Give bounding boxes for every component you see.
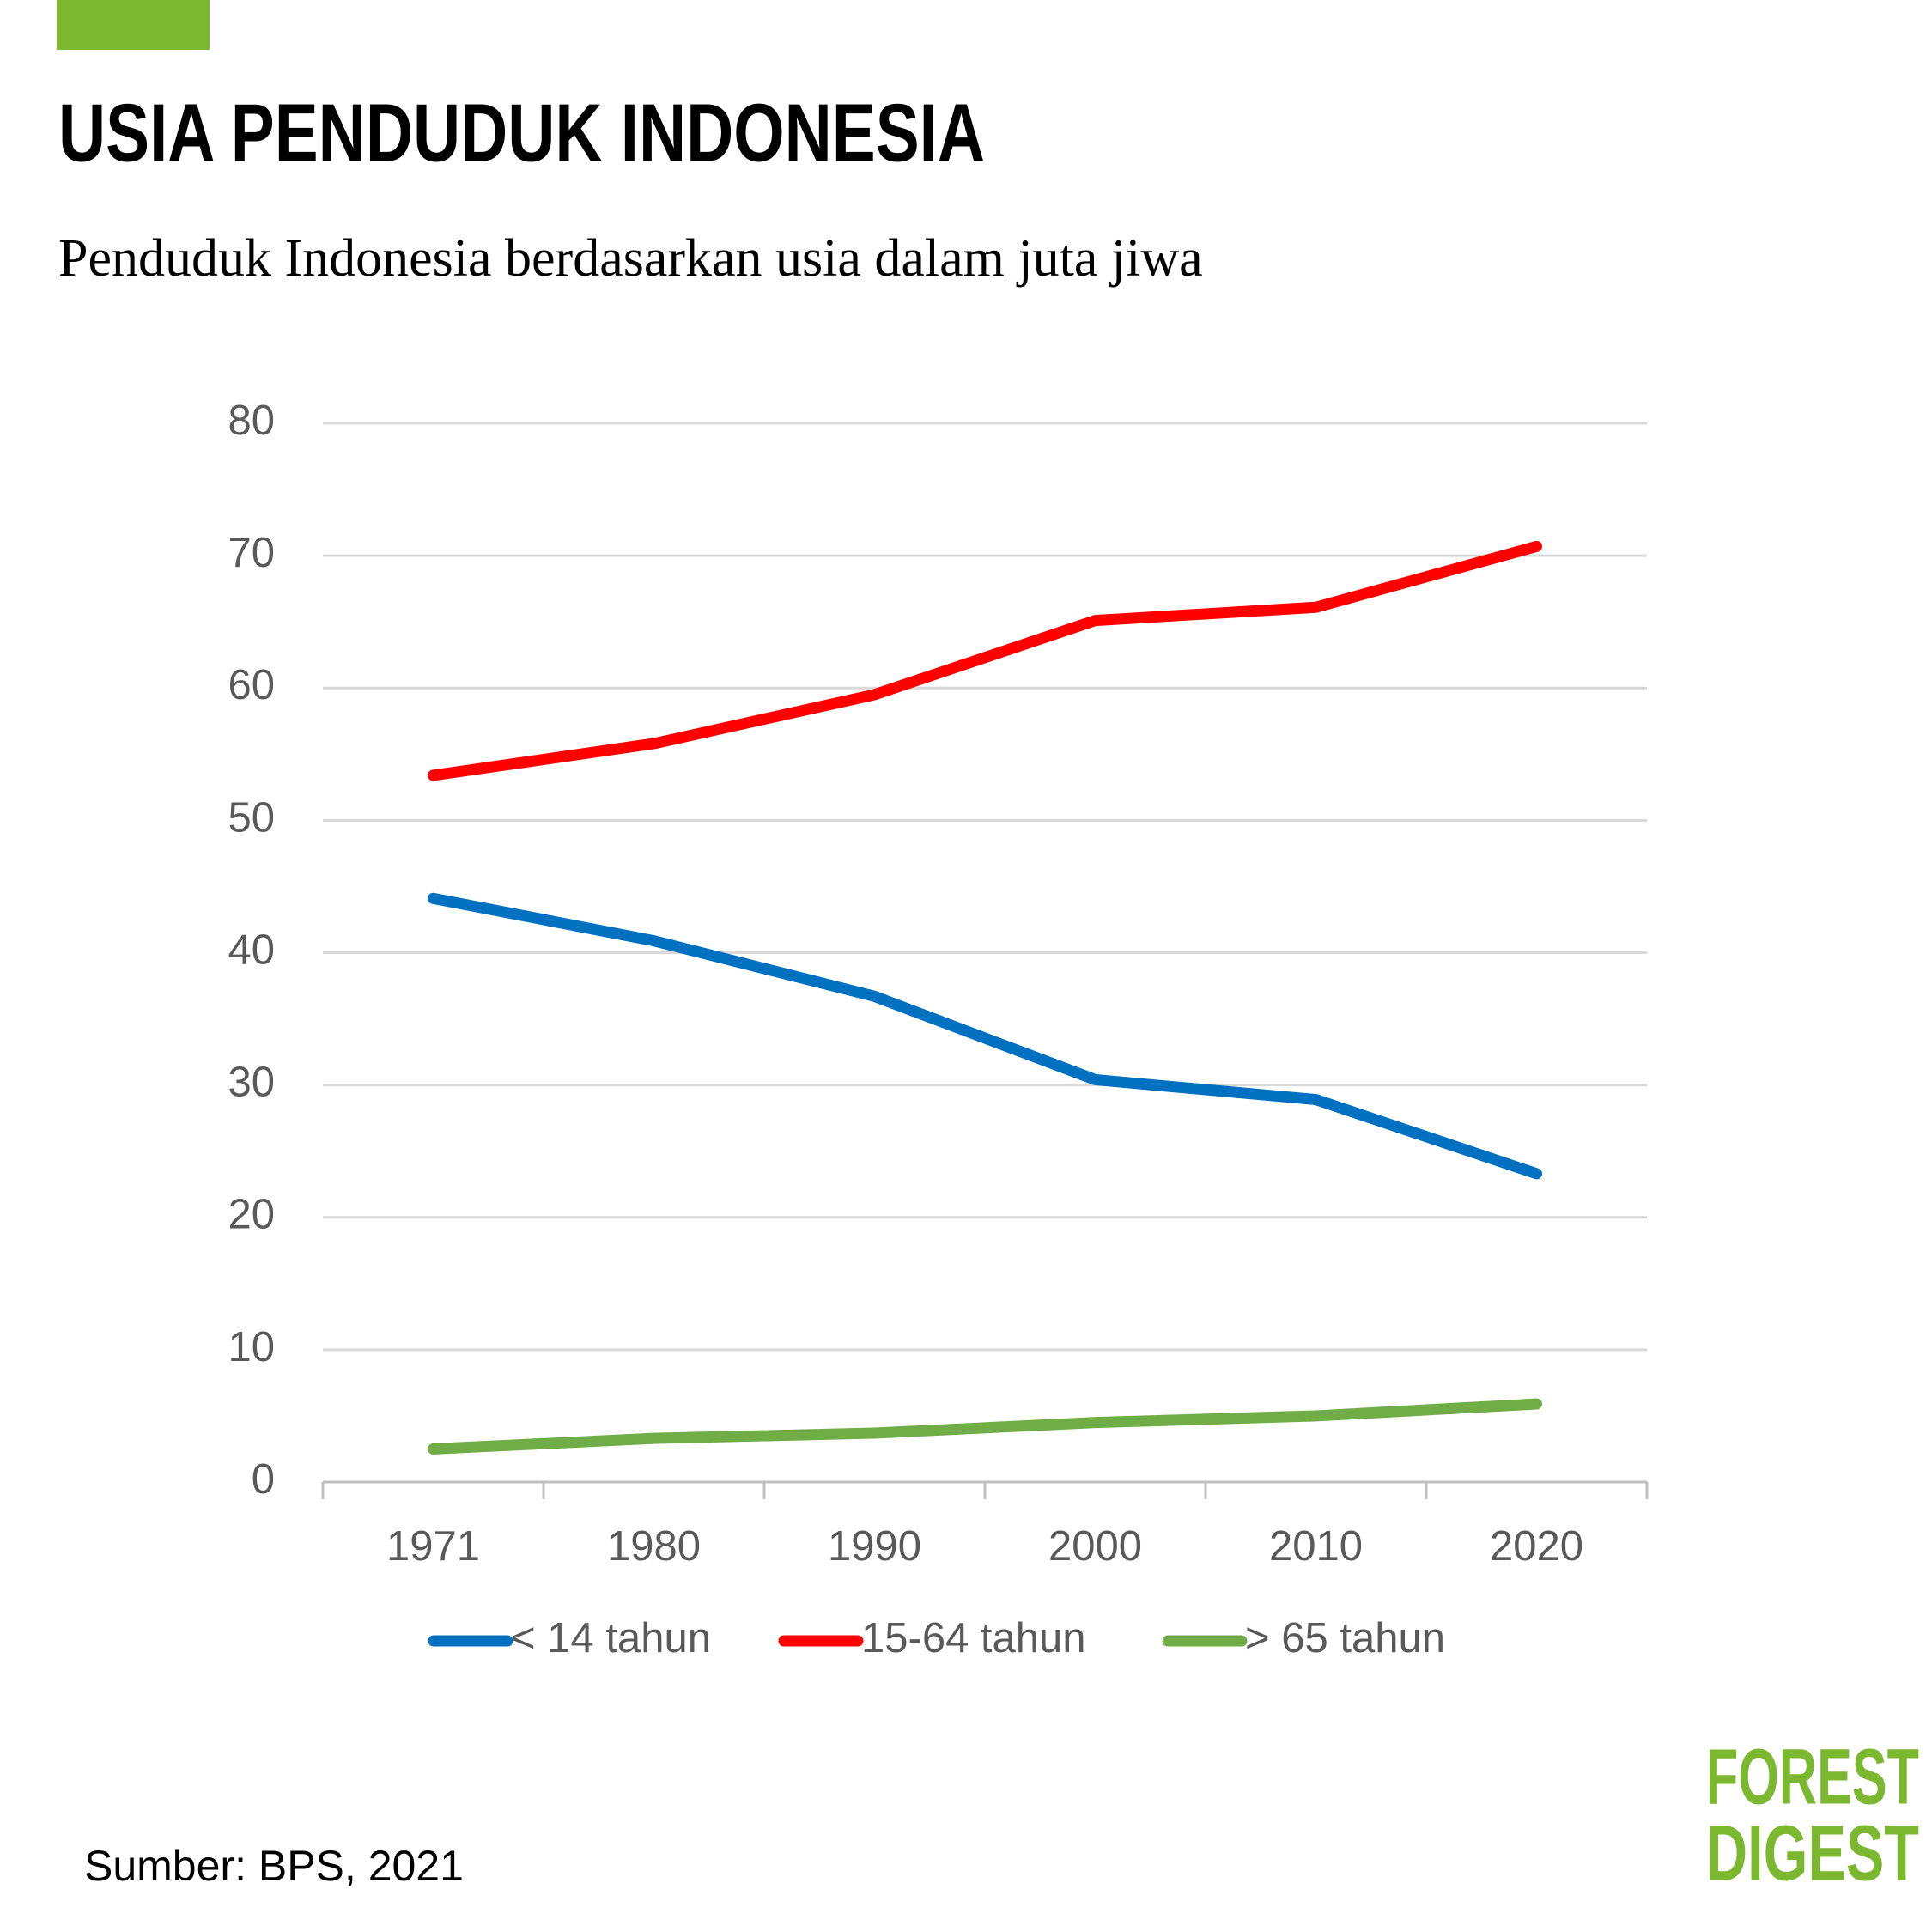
x-tick-label: 1971 xyxy=(386,1523,480,1570)
logo-text: FOREST xyxy=(1706,1733,1919,1820)
y-tick-label: 20 xyxy=(228,1192,275,1238)
y-tick-label: 10 xyxy=(228,1324,275,1370)
legend-label: > 65 tahun xyxy=(1245,1615,1445,1662)
y-tick-label: 30 xyxy=(228,1060,275,1106)
y-tick-label: 60 xyxy=(228,662,275,708)
x-tick-label: 2020 xyxy=(1490,1523,1583,1570)
y-tick-label: 50 xyxy=(228,794,275,841)
y-tick-label: 40 xyxy=(228,927,275,973)
legend-label: 15-64 tahun xyxy=(861,1615,1086,1662)
x-tick-label: 2010 xyxy=(1269,1523,1363,1570)
x-tick-label: 2000 xyxy=(1048,1523,1142,1570)
series-line xyxy=(428,1398,1542,1455)
series-line xyxy=(428,540,1542,781)
logo-text: DIGEST xyxy=(1706,1809,1919,1897)
y-tick-label: 70 xyxy=(228,530,275,576)
source: Sumber: BPS, 2021 xyxy=(84,1842,464,1890)
y-tick-label: 80 xyxy=(228,398,275,444)
chart-title: USIA PENDUDUK INDONESIA xyxy=(58,87,985,179)
accent-bar xyxy=(57,0,210,50)
legend-label: < 14 tahun xyxy=(511,1615,711,1662)
chart-subtitle: Penduduk Indonesia berdasarkan usia dala… xyxy=(58,229,1203,288)
y-tick-label: 0 xyxy=(252,1456,275,1503)
x-tick-label: 1990 xyxy=(828,1523,921,1570)
series-line xyxy=(428,892,1542,1180)
x-tick-label: 1980 xyxy=(607,1523,701,1570)
